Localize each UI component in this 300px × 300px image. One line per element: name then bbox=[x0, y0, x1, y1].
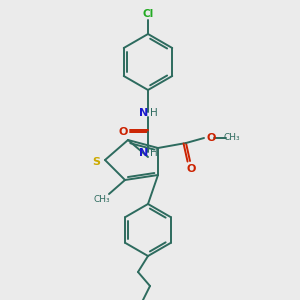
Text: Cl: Cl bbox=[142, 9, 154, 19]
Text: H: H bbox=[150, 148, 158, 158]
Text: O: O bbox=[118, 127, 128, 137]
Text: N: N bbox=[140, 148, 148, 158]
Text: O: O bbox=[186, 164, 196, 174]
Text: S: S bbox=[92, 157, 100, 167]
Text: CH₃: CH₃ bbox=[224, 134, 240, 142]
Text: O: O bbox=[206, 133, 216, 143]
Text: N: N bbox=[140, 108, 148, 118]
Text: H: H bbox=[150, 108, 158, 118]
Text: CH₃: CH₃ bbox=[94, 194, 110, 203]
